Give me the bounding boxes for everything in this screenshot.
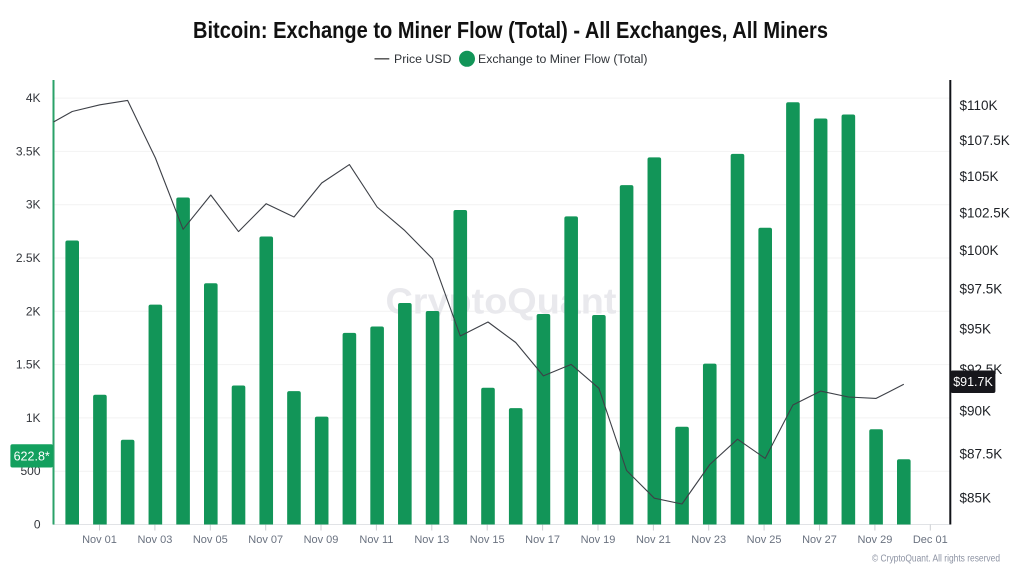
svg-text:$97.5K: $97.5K (960, 282, 1003, 297)
svg-text:1K: 1K (26, 411, 41, 425)
svg-text:$102.5K: $102.5K (960, 206, 1010, 221)
svg-text:Bitcoin: Exchange to Miner Flo: Bitcoin: Exchange to Miner Flow (Total) … (193, 17, 828, 43)
svg-text:Nov 19: Nov 19 (581, 534, 616, 546)
svg-text:Dec 01: Dec 01 (913, 534, 948, 546)
svg-text:Nov 27: Nov 27 (802, 534, 837, 546)
svg-text:4K: 4K (26, 91, 41, 105)
svg-text:Nov 01: Nov 01 (82, 534, 117, 546)
svg-text:$91.7K: $91.7K (953, 375, 993, 389)
svg-text:Exchange to Miner Flow (Total): Exchange to Miner Flow (Total) (478, 52, 648, 66)
svg-text:$90K: $90K (960, 404, 992, 419)
svg-text:500: 500 (20, 464, 40, 478)
svg-text:Nov 09: Nov 09 (304, 534, 339, 546)
svg-text:Nov 21: Nov 21 (636, 534, 671, 546)
svg-text:Nov 03: Nov 03 (137, 534, 172, 546)
svg-text:3.5K: 3.5K (16, 144, 41, 158)
svg-text:Nov 05: Nov 05 (193, 534, 228, 546)
svg-text:Nov 29: Nov 29 (857, 534, 892, 546)
svg-text:$95K: $95K (960, 321, 992, 336)
svg-text:CryptoQuant: CryptoQuant (386, 281, 617, 322)
svg-text:2.5K: 2.5K (16, 251, 41, 265)
svg-text:3K: 3K (26, 198, 41, 212)
svg-text:Nov 13: Nov 13 (414, 534, 449, 546)
svg-text:$105K: $105K (960, 169, 999, 184)
svg-text:1.5K: 1.5K (16, 358, 41, 372)
svg-text:$87.5K: $87.5K (960, 447, 1003, 462)
svg-text:Nov 23: Nov 23 (691, 534, 726, 546)
svg-text:Nov 25: Nov 25 (747, 534, 782, 546)
svg-text:2K: 2K (26, 304, 41, 318)
svg-text:Nov 15: Nov 15 (470, 534, 505, 546)
svg-text:$100K: $100K (960, 243, 999, 258)
svg-text:Nov 11: Nov 11 (359, 534, 393, 546)
svg-text:$110K: $110K (960, 98, 998, 113)
svg-text:© CryptoQuant. All rights rese: © CryptoQuant. All rights reserved (872, 554, 1000, 565)
svg-text:622.8*: 622.8* (14, 449, 50, 463)
svg-text:Nov 17: Nov 17 (525, 534, 560, 546)
svg-text:Nov 07: Nov 07 (248, 534, 283, 546)
svg-text:$107.5K: $107.5K (960, 133, 1010, 148)
svg-text:Price USD: Price USD (394, 52, 452, 66)
svg-text:0: 0 (34, 518, 41, 532)
svg-text:$85K: $85K (960, 491, 992, 506)
